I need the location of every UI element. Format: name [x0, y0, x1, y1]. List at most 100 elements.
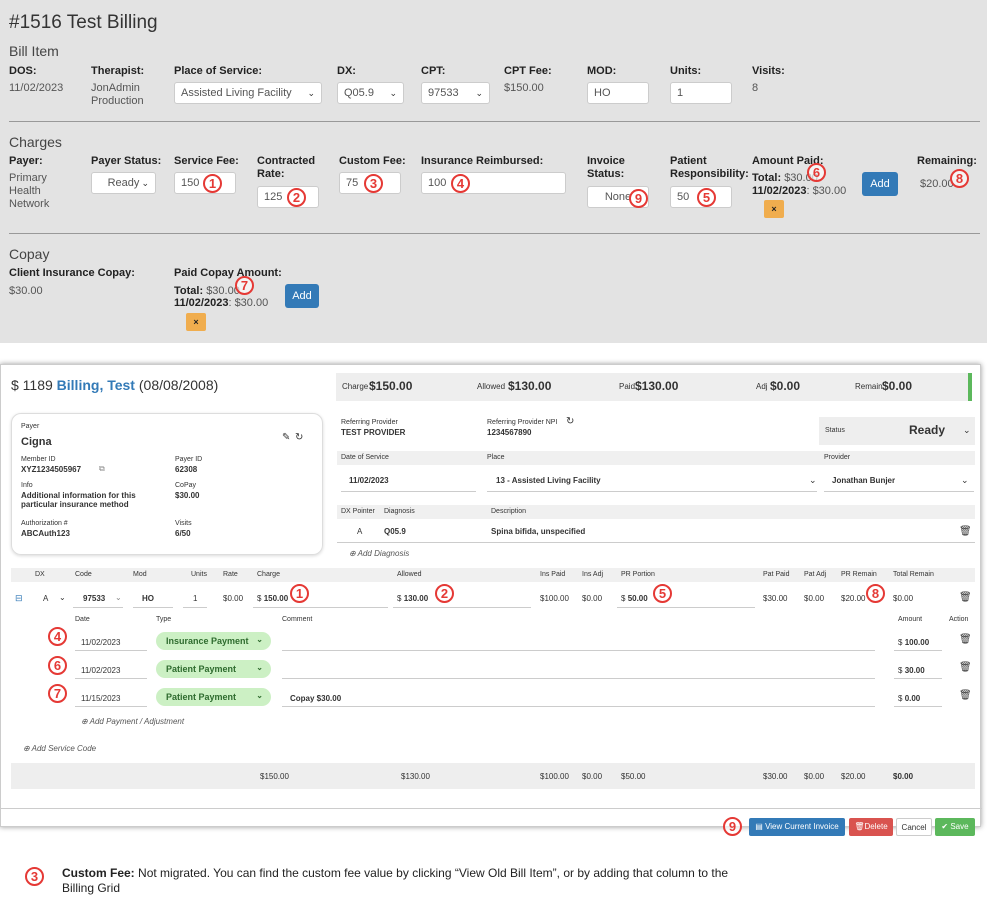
visits-label: Visits: [175, 520, 192, 527]
row-charge[interactable]: $ 150.00: [257, 594, 288, 603]
trash-icon[interactable]: 🗑: [959, 526, 972, 537]
copy-icon[interactable]: ⧉: [99, 464, 105, 473]
payment-date[interactable]: 11/02/2023: [81, 638, 121, 647]
dx-pointer-value: A: [357, 527, 363, 536]
dos-header: [337, 451, 975, 465]
dx-select[interactable]: Q05.9 ⌄: [337, 82, 404, 104]
row-code[interactable]: 97533: [83, 594, 106, 603]
charge-total: $150.00: [369, 379, 413, 393]
underline: [75, 678, 147, 679]
delete-label: Delete: [864, 822, 888, 831]
trash-icon[interactable]: 🗑: [959, 634, 972, 645]
refresh-icon[interactable]: ↻: [566, 416, 575, 427]
underline: [133, 607, 173, 608]
marker-9: 9: [629, 189, 648, 208]
visits-value: 8: [752, 82, 759, 94]
provider-select[interactable]: Jonathan Bunjer: [832, 476, 896, 485]
amount-value: 100.00: [904, 638, 930, 647]
payment-date[interactable]: 11/15/2023: [81, 694, 121, 703]
therapist-label: Therapist:: [91, 65, 145, 77]
entry-date: 11/02/2023: [752, 185, 807, 197]
status-value: Ready: [909, 423, 946, 437]
bill-number: $ 1189: [11, 377, 57, 393]
footer-divider: [1, 808, 982, 809]
payment-type-select[interactable]: Insurance Payment ⌄: [156, 632, 271, 650]
marker-6: 6: [48, 656, 67, 675]
payment-amount[interactable]: $ 100.00: [898, 638, 929, 647]
row-dx[interactable]: A: [43, 594, 49, 603]
remove-payment-button[interactable]: ×: [764, 200, 784, 218]
insurance-reimbursed-label: Insurance Reimbursed:: [421, 155, 544, 167]
delete-button[interactable]: 🗑Delete: [849, 818, 893, 836]
description-value: Spina bifida, unspecified: [491, 527, 586, 536]
place-select[interactable]: 13 - Assisted Living Facility: [496, 476, 601, 485]
marker-2: 2: [435, 584, 454, 603]
mod-input[interactable]: HO: [587, 82, 649, 104]
trash-icon[interactable]: 🗑: [959, 690, 972, 701]
row-allowed[interactable]: $ 130.00: [397, 594, 428, 603]
bill-item-heading: Bill Item: [9, 43, 59, 59]
marker-3: 3: [25, 867, 44, 886]
refresh-icon[interactable]: ↻: [295, 432, 304, 443]
currency-symbol: $: [397, 594, 402, 603]
row-mod[interactable]: HO: [142, 594, 154, 603]
chevron-down-icon: ⌄: [963, 425, 971, 435]
total-charge: $150.00: [260, 772, 289, 781]
collapse-icon[interactable]: ⊟: [15, 593, 23, 603]
trash-icon[interactable]: 🗑: [959, 662, 972, 673]
marker-5: 5: [653, 584, 672, 603]
insurance-reimbursed-input[interactable]: 100: [421, 172, 566, 194]
col-rate: Rate: [223, 571, 238, 578]
patient-name-link[interactable]: Billing, Test: [56, 377, 135, 393]
patient-resp-label-2: Responsibility:: [670, 168, 749, 180]
adj-label: Adj: [756, 382, 768, 391]
cpt-fee-value: $150.00: [504, 82, 544, 94]
paid-copay-entry: 11/02/2023: $30.00: [174, 297, 268, 310]
client-insurance-copay-value: $30.00: [9, 285, 43, 297]
row-units[interactable]: 1: [193, 594, 198, 603]
therapist-name: JonAdmin: [91, 82, 140, 94]
marker-1: 1: [290, 584, 309, 603]
payment-date[interactable]: 11/02/2023: [81, 666, 121, 675]
chevron-down-icon: ⌄: [475, 88, 483, 98]
marker-7: 7: [235, 276, 254, 295]
payer-id: 62308: [175, 465, 198, 474]
currency-symbol: $: [898, 694, 903, 703]
underline: [824, 491, 974, 492]
add-copay-button[interactable]: Add: [285, 284, 319, 308]
marker-8: 8: [866, 584, 885, 603]
add-payment-button[interactable]: Add: [862, 172, 898, 196]
add-diagnosis-link[interactable]: ⊕ Add Diagnosis: [349, 549, 410, 558]
add-service-code-link[interactable]: ⊕ Add Service Code: [23, 744, 97, 753]
payment-amount[interactable]: $ 30.00: [898, 666, 925, 675]
payment-type-select[interactable]: Patient Payment ⌄: [156, 688, 271, 706]
copay-value: $30.00: [175, 491, 200, 500]
cpt-select[interactable]: 97533 ⌄: [421, 82, 490, 104]
place-label: Place: [487, 454, 505, 461]
payer-name: Cigna: [21, 436, 52, 448]
trash-icon[interactable]: 🗑: [959, 592, 972, 603]
row-pr-portion[interactable]: $ 50.00: [621, 594, 648, 603]
total-value: $30.00: [206, 285, 240, 297]
view-invoice-button[interactable]: ▤ View Current Invoice: [749, 818, 845, 836]
payment-type-select[interactable]: Patient Payment ⌄: [156, 660, 271, 678]
edit-icon[interactable]: ✎: [282, 432, 291, 443]
chevron-down-icon: ⌄: [256, 691, 263, 700]
underline: [75, 650, 147, 651]
status-label: Status: [825, 427, 845, 434]
paid-copay-label: Paid Copay Amount:: [174, 267, 282, 279]
pos-value: Assisted Living Facility: [181, 87, 292, 99]
place-of-service-select[interactable]: Assisted Living Facility ⌄: [174, 82, 322, 104]
add-payment-link[interactable]: ⊕ Add Payment / Adjustment: [81, 717, 185, 726]
units-input[interactable]: 1: [670, 82, 732, 104]
authorization-value: ABCAuth123: [21, 529, 70, 538]
date-of-service-input[interactable]: 11/02/2023: [349, 476, 389, 485]
save-button[interactable]: ✔ Save: [935, 818, 975, 836]
payment-comment[interactable]: Copay $30.00: [290, 694, 342, 703]
cancel-button[interactable]: Cancel: [896, 818, 932, 836]
remove-copay-button[interactable]: ×: [186, 313, 206, 331]
status-select[interactable]: Status Ready ⌄: [819, 417, 975, 445]
charges-heading: Charges: [9, 134, 62, 150]
payment-amount[interactable]: $ 0.00: [898, 694, 920, 703]
payer-status-select[interactable]: Ready ⌄: [91, 172, 156, 194]
